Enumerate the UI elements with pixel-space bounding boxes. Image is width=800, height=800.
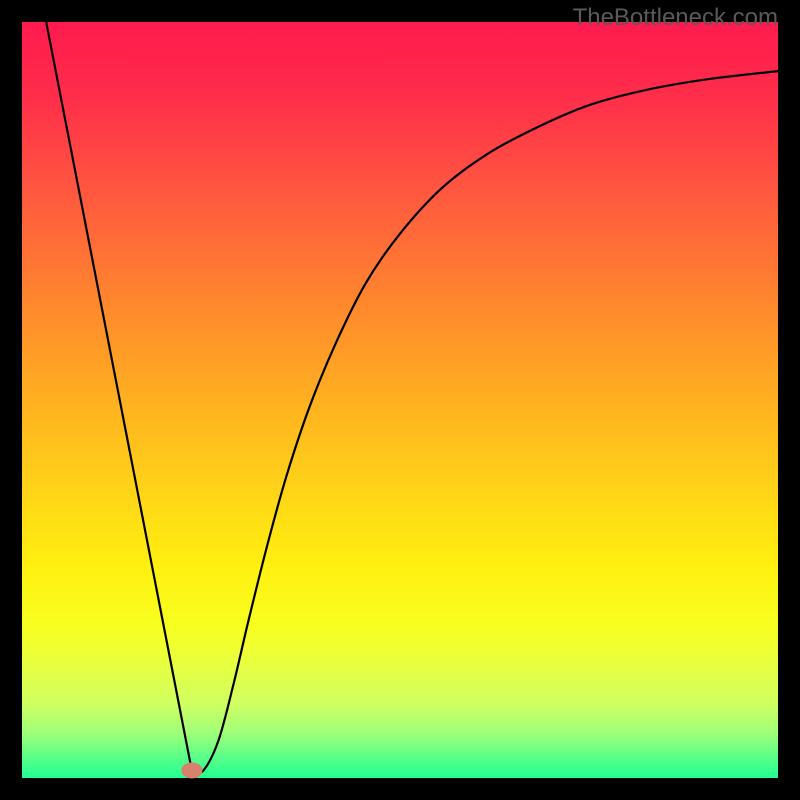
- bottleneck-curve: [46, 22, 778, 773]
- plot-area: [22, 22, 778, 778]
- chart-container: TheBottleneck.com: [0, 0, 800, 800]
- watermark-text: TheBottleneck.com: [573, 4, 778, 32]
- curve-overlay: [22, 22, 778, 778]
